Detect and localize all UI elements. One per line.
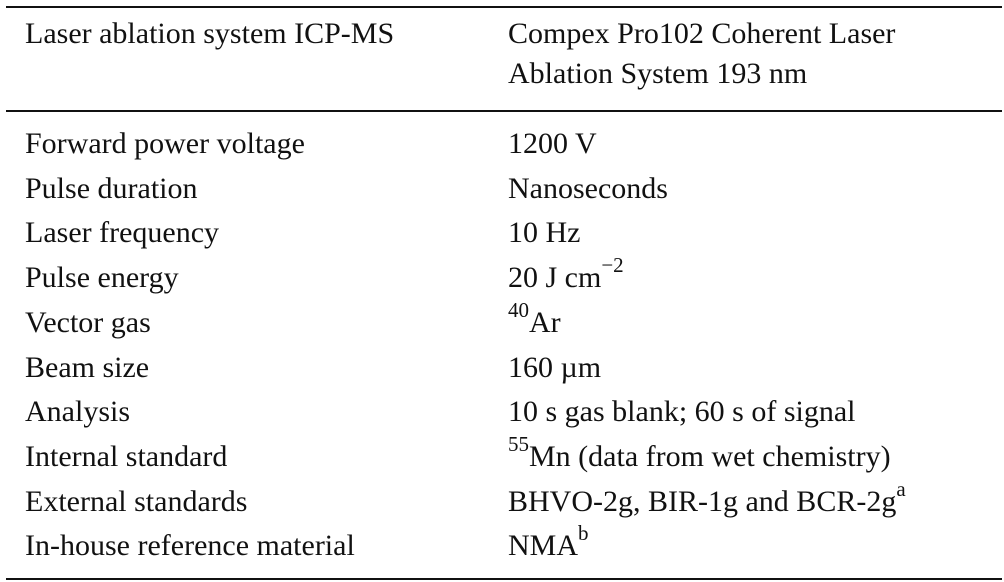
row-value: 55Mn (data from wet chemistry): [508, 433, 891, 477]
row-label: Beam size: [25, 350, 150, 384]
value-text: Ar: [529, 305, 561, 339]
value-text: NMA: [508, 529, 579, 563]
value-text: 10 Hz: [508, 216, 581, 250]
superscript: 40: [508, 297, 529, 322]
header-cell: Laser ablation system ICP-MS: [25, 17, 395, 50]
value-text: 160 µm: [508, 350, 602, 384]
row-value: 10 s gas blank; 60 s of signal: [508, 392, 855, 432]
value-text: Mn (data from wet chemistry): [529, 439, 891, 473]
value-text: Nanoseconds: [508, 171, 668, 205]
row-value: NMAb: [508, 523, 589, 566]
row-label: Analysis: [25, 395, 130, 429]
row-value: 20 J cm−2: [508, 255, 624, 298]
row-label: Vector gas: [25, 305, 151, 339]
superscript: 55: [508, 431, 529, 456]
value-text: 20 J cm: [508, 261, 602, 295]
row-label: External standards: [25, 484, 248, 518]
superscript: −2: [601, 253, 624, 278]
row-label: Internal standard: [25, 439, 228, 473]
superscript: b: [578, 521, 589, 546]
value-text: BHVO-2g, BIR-1g and BCR-2g: [508, 484, 897, 518]
header-cell: Ablation System 193 nm: [508, 57, 808, 90]
row-value: 1200 V: [508, 124, 597, 164]
mid-rule: [6, 110, 1002, 112]
row-value: Nanoseconds: [508, 169, 668, 209]
row-label: Laser frequency: [25, 216, 220, 250]
row-label: Pulse duration: [25, 171, 198, 205]
row-label: Forward power voltage: [25, 127, 305, 160]
row-value: 10 Hz: [508, 213, 580, 253]
row-label: In-house reference material: [25, 529, 355, 563]
value-text: 10 s gas blank; 60 s of signal: [508, 395, 856, 429]
row-label: Pulse energy: [25, 261, 179, 295]
row-value: BHVO-2g, BIR-1g and BCR-2ga: [508, 478, 906, 522]
top-rule: [6, 6, 1002, 8]
header-cell: Compex Pro102 Coherent Laser: [508, 17, 896, 50]
bottom-rule: [6, 578, 1002, 580]
row-value: 40Ar: [508, 299, 561, 343]
value-text: 1200 V: [508, 127, 597, 160]
row-value: 160 µm: [508, 348, 601, 388]
superscript: a: [896, 476, 906, 501]
